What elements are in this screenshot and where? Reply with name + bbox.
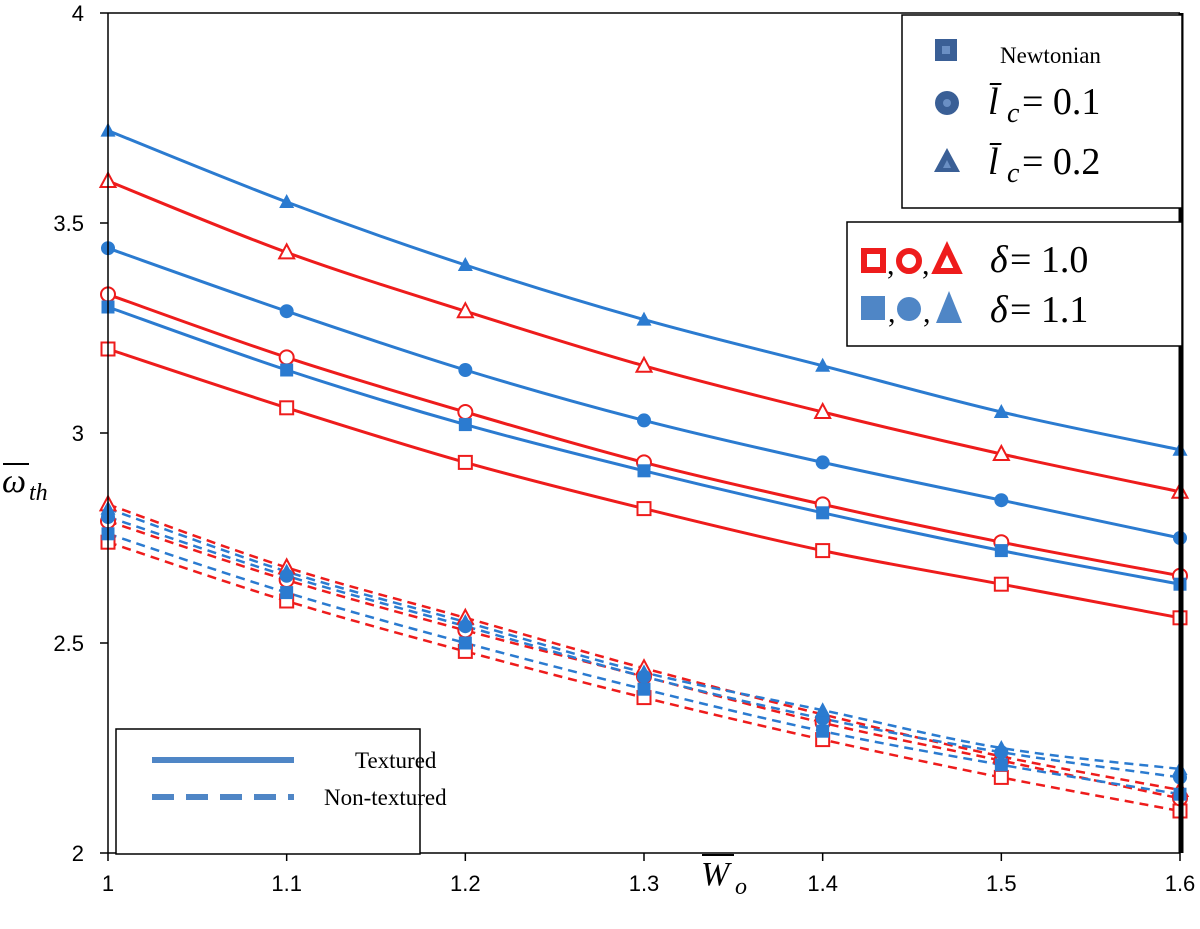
data-point-triangle <box>456 301 475 319</box>
x-tick-label: 1.3 <box>629 871 660 896</box>
data-point-triangle <box>634 355 654 373</box>
legend-delta-symbol-2: δ <box>990 289 1009 331</box>
legend-triangle-marker-highlight <box>943 160 951 168</box>
data-point-triangle <box>636 664 652 679</box>
legend-square-marker-highlight <box>942 46 950 54</box>
data-point-square <box>993 576 1009 592</box>
data-point-circle <box>278 349 295 366</box>
series-line <box>107 347 1181 620</box>
y-tick-label: 3.5 <box>53 211 84 236</box>
x-tick-label: 1.5 <box>986 871 1017 896</box>
data-point-triangle <box>279 563 295 578</box>
legend-delta: , , δ = 1.0 , , δ = 1.1 <box>846 221 1183 347</box>
data-point-triangle <box>279 194 295 208</box>
x-axis-title-sub: o <box>735 874 747 900</box>
data-point-triangle <box>993 404 1009 418</box>
legend-newtonian-label: Newtonian <box>1000 43 1101 68</box>
y-axis-title-sub: th <box>29 480 48 506</box>
legend-lc-sub-2: c <box>1007 158 1020 189</box>
y-tick-label: 2 <box>72 841 84 866</box>
legend-lc-sub-1: c <box>1007 98 1020 129</box>
legend-blue-circle-marker <box>897 297 921 321</box>
legend-delta-value-2: = 1.1 <box>1010 289 1088 331</box>
x-axis-title: W o <box>701 854 747 900</box>
data-point-triangle <box>457 614 473 628</box>
data-point-square <box>458 636 472 650</box>
data-point-triangle <box>457 257 473 271</box>
legend-red-triangle-marker <box>931 241 963 274</box>
data-point-circle <box>279 304 294 319</box>
y-tick-label: 4 <box>72 1 84 26</box>
legend-non-textured-label: Non-textured <box>324 785 447 810</box>
data-point-square <box>636 501 652 517</box>
legend-comma-2: , <box>922 248 930 281</box>
data-point-square <box>815 543 831 559</box>
legend-lc-value-1: = 0.1 <box>1022 81 1100 123</box>
legend-textured-label: Textured <box>355 748 437 773</box>
legend-circle-marker-highlight <box>943 99 951 107</box>
legend-blue-square-marker <box>861 296 885 320</box>
legend-blue-triangle-marker <box>936 291 962 323</box>
data-point-circle <box>457 404 474 420</box>
legend-model: Newtonian l̄ c = 0.1 l̄ c = 0.2 <box>901 14 1183 209</box>
data-point-circle <box>637 413 651 428</box>
data-point-triangle <box>636 311 652 326</box>
legend-red-square-marker <box>861 248 886 273</box>
data-point-triangle <box>993 740 1009 754</box>
legend-comma-3: , <box>888 296 896 329</box>
data-point-triangle <box>815 702 831 717</box>
x-tick-label: 1.1 <box>271 871 302 896</box>
legend-delta-value-1: = 1.0 <box>1010 239 1088 281</box>
data-point-square <box>457 454 473 470</box>
y-axis-title: ω th <box>2 463 48 506</box>
x-tick-label: 1.6 <box>1165 871 1196 896</box>
data-point-square <box>993 769 1009 785</box>
legend-lc-value-2: = 0.2 <box>1022 141 1100 183</box>
data-point-square <box>994 758 1008 772</box>
legend-red-circle-marker <box>896 248 922 274</box>
data-point-square <box>280 363 294 377</box>
data-point-square <box>458 418 472 432</box>
data-point-triangle <box>277 242 296 260</box>
data-point-square <box>280 586 294 600</box>
data-point-square <box>994 544 1008 558</box>
data-point-square <box>637 464 651 478</box>
data-point-triangle <box>813 401 832 419</box>
data-point-triangle <box>992 443 1011 461</box>
data-point-square <box>279 400 295 416</box>
x-tick-label: 1.4 <box>807 871 838 896</box>
data-point-circle <box>458 363 473 377</box>
legend-delta-box <box>846 221 1183 347</box>
x-tick-label: 1.2 <box>450 871 481 896</box>
data-point-circle <box>815 455 830 470</box>
series-line <box>107 305 1181 586</box>
legend-comma-1: , <box>887 248 895 281</box>
y-axis-title-omega: ω <box>2 463 26 500</box>
y-tick-label: 2.5 <box>53 631 84 656</box>
data-point-square <box>816 724 830 738</box>
data-point-square <box>816 506 830 520</box>
legend-delta-symbol-1: δ <box>990 239 1009 281</box>
x-axis-title-w: W <box>701 856 732 893</box>
x-tick-label: 1 <box>102 871 114 896</box>
data-point-square <box>637 682 651 696</box>
data-point-circle <box>994 493 1009 508</box>
legend-comma-4: , <box>923 296 931 329</box>
legend-linestyle: Textured Non-textured <box>115 728 447 855</box>
data-point-triangle <box>815 357 831 372</box>
y-tick-label: 3 <box>72 421 84 446</box>
legend-linestyle-box <box>115 728 421 855</box>
